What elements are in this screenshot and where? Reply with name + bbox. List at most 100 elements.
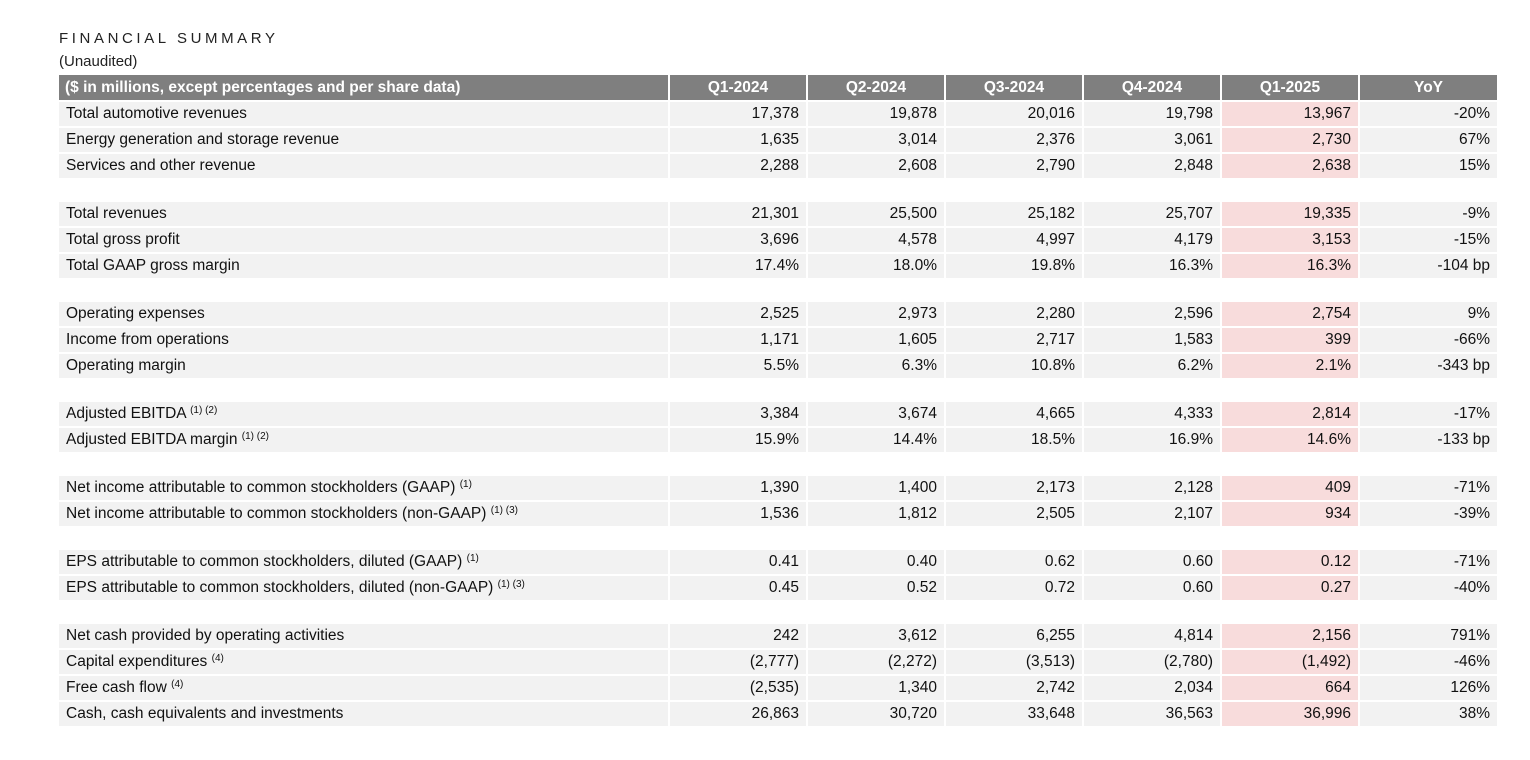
table-row: Energy generation and storage revenue 1,6… [59, 126, 1497, 152]
value-cell: 6.2% [1084, 352, 1222, 378]
row-label: Services and other revenue [59, 152, 670, 178]
table-row: Adjusted EBITDA (1) (2) 3,384 3,674 4,665 4,… [59, 400, 1497, 426]
row-label-text: Capital expenditures [66, 653, 208, 670]
value-cell: 13,967 [1222, 100, 1360, 126]
value-cell: 25,707 [1084, 200, 1222, 226]
value-cell: 1,635 [670, 126, 808, 152]
value-cell: 16.3% [1222, 252, 1360, 278]
row-label-text: Net income attributable to common stockh… [66, 505, 487, 522]
value-cell: 38% [1360, 700, 1497, 726]
footnote-marker: (1) (2) [190, 405, 218, 416]
value-cell: 30,720 [808, 700, 946, 726]
row-label-text: Cash, cash equivalents and investments [66, 705, 344, 722]
value-cell: (2,272) [808, 648, 946, 674]
row-label-text: Total automotive revenues [66, 105, 247, 122]
row-label-text: Net income attributable to common stockh… [66, 479, 456, 496]
row-label: Net income attributable to common stockh… [59, 500, 670, 526]
value-cell: 2,376 [946, 126, 1084, 152]
value-cell: 3,153 [1222, 226, 1360, 252]
row-label: EPS attributable to common stockholders,… [59, 548, 670, 574]
spacer-cell [59, 378, 1497, 400]
value-cell: 17.4% [670, 252, 808, 278]
spacer-cell [59, 600, 1497, 622]
value-cell: -17% [1360, 400, 1497, 426]
footnote-marker: (1) [459, 479, 472, 490]
spacer-cell [59, 278, 1497, 300]
column-header-q2-2024: Q2-2024 [808, 75, 946, 100]
row-label-text: Services and other revenue [66, 157, 256, 174]
value-cell: 0.60 [1084, 548, 1222, 574]
value-cell: 4,997 [946, 226, 1084, 252]
table-body: Total automotive revenues 17,378 19,878 20,… [59, 100, 1497, 726]
table-row: Net cash provided by operating activitie… [59, 622, 1497, 648]
row-label-text: EPS attributable to common stockholders,… [66, 579, 494, 596]
value-cell: 242 [670, 622, 808, 648]
footnote-marker: (4) [211, 653, 224, 664]
value-cell: 126% [1360, 674, 1497, 700]
value-cell: 0.12 [1222, 548, 1360, 574]
value-cell: 25,500 [808, 200, 946, 226]
table-row: Total revenues 21,301 25,500 25,182 25,707 19… [59, 200, 1497, 226]
table-row: EPS attributable to common stockholders,… [59, 574, 1497, 600]
value-cell: 2,814 [1222, 400, 1360, 426]
value-cell: 4,814 [1084, 622, 1222, 648]
value-cell: 18.5% [946, 426, 1084, 452]
row-label-text: Adjusted EBITDA [66, 405, 186, 422]
table-row: Operating expenses 2,525 2,973 2,280 2,596 2,… [59, 300, 1497, 326]
value-cell: -9% [1360, 200, 1497, 226]
value-cell: 16.3% [1084, 252, 1222, 278]
row-label: Total gross profit [59, 226, 670, 252]
value-cell: 2,848 [1084, 152, 1222, 178]
table-row: Services and other revenue 2,288 2,608 2,79… [59, 152, 1497, 178]
row-label: Total GAAP gross margin [59, 252, 670, 278]
row-label-text: Free cash flow [66, 679, 167, 696]
value-cell: 2,505 [946, 500, 1084, 526]
value-cell: 409 [1222, 474, 1360, 500]
value-cell: 2,730 [1222, 126, 1360, 152]
value-cell: 2,156 [1222, 622, 1360, 648]
value-cell: 17,378 [670, 100, 808, 126]
group-spacer [59, 378, 1497, 400]
value-cell: 1,171 [670, 326, 808, 352]
column-header-q4-2024: Q4-2024 [1084, 75, 1222, 100]
value-cell: -133 bp [1360, 426, 1497, 452]
value-cell: 3,696 [670, 226, 808, 252]
value-cell: 4,179 [1084, 226, 1222, 252]
value-cell: -104 bp [1360, 252, 1497, 278]
value-cell: 3,014 [808, 126, 946, 152]
value-cell: 0.72 [946, 574, 1084, 600]
value-cell: 16.9% [1084, 426, 1222, 452]
page-title: FINANCIAL SUMMARY [59, 30, 279, 47]
row-label-text: Adjusted EBITDA margin [66, 431, 238, 448]
value-cell: 19,798 [1084, 100, 1222, 126]
value-cell: 2,173 [946, 474, 1084, 500]
value-cell: 10.8% [946, 352, 1084, 378]
table-row: Free cash flow (4) (2,535) 1,340 2,742 2,034… [59, 674, 1497, 700]
group-spacer [59, 278, 1497, 300]
row-label-text: Energy generation and storage revenue [66, 131, 340, 148]
value-cell: 3,384 [670, 400, 808, 426]
value-cell: 36,563 [1084, 700, 1222, 726]
group-spacer [59, 600, 1497, 622]
column-header-q3-2024: Q3-2024 [946, 75, 1084, 100]
spacer-cell [59, 178, 1497, 200]
footnote-marker: (1) [466, 553, 479, 564]
value-cell: 25,182 [946, 200, 1084, 226]
value-cell: 3,612 [808, 622, 946, 648]
value-cell: 1,400 [808, 474, 946, 500]
value-cell: 2,790 [946, 152, 1084, 178]
table-row: Cash, cash equivalents and investments 26… [59, 700, 1497, 726]
spacer-cell [59, 526, 1497, 548]
value-cell: 2,638 [1222, 152, 1360, 178]
value-cell: -39% [1360, 500, 1497, 526]
value-cell: 2,525 [670, 300, 808, 326]
value-cell: 4,578 [808, 226, 946, 252]
table-row: Income from operations 1,171 1,605 2,717 1,5… [59, 326, 1497, 352]
value-cell: 18.0% [808, 252, 946, 278]
row-label: EPS attributable to common stockholders,… [59, 574, 670, 600]
row-label-text: Total gross profit [66, 231, 180, 248]
row-label-text: Total revenues [66, 205, 167, 222]
table-row: Operating margin 5.5% 6.3% 10.8% 6.2% 2.1% -34… [59, 352, 1497, 378]
row-label: Total revenues [59, 200, 670, 226]
value-cell: (3,513) [946, 648, 1084, 674]
